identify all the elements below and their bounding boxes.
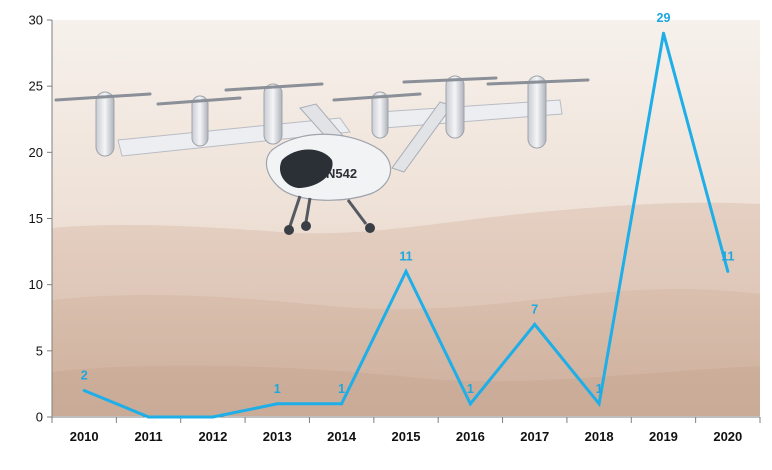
- data-label: 29: [657, 11, 671, 25]
- y-tick-label: 15: [29, 211, 43, 226]
- y-tick-label: 30: [29, 13, 43, 28]
- series-layer: [82, 31, 730, 419]
- data-point: [726, 269, 730, 273]
- data-point: [340, 402, 344, 406]
- y-tick-label: 25: [29, 79, 43, 94]
- y-tick-label: 20: [29, 145, 43, 160]
- foreground-ridge: [52, 365, 760, 416]
- x-tick-label: 2013: [263, 429, 292, 444]
- data-label: 11: [399, 249, 412, 263]
- x-tick-label: 2017: [520, 429, 549, 444]
- x-tick-label: 2016: [456, 429, 485, 444]
- y-tick-label: 0: [36, 410, 43, 425]
- x-tick-label: 2014: [327, 429, 357, 444]
- x-tick-label: 2015: [392, 429, 421, 444]
- data-point: [533, 322, 537, 326]
- evtol-aircraft-illustration: N542: [54, 75, 590, 235]
- data-point: [597, 402, 601, 406]
- data-point: [661, 31, 665, 35]
- data-label: 7: [531, 302, 538, 316]
- data-point: [147, 415, 151, 419]
- x-tick-label: 2020: [713, 429, 742, 444]
- data-label: 2: [81, 369, 88, 383]
- data-point: [211, 415, 215, 419]
- data-point: [275, 402, 279, 406]
- data-label: 1: [338, 382, 345, 396]
- rotor-pods: [95, 75, 547, 157]
- x-tick-label: 2010: [70, 429, 99, 444]
- data-label: 1: [274, 382, 281, 396]
- y-axis-ticks: 0 5 10 15 20 25 30: [29, 13, 52, 425]
- x-tick-label: 2012: [198, 429, 227, 444]
- svg-text:N542: N542: [326, 166, 357, 181]
- y-tick-label: 5: [36, 343, 43, 358]
- data-point: [82, 389, 86, 393]
- data-label: 1: [596, 382, 603, 396]
- x-axis-ticks: 2010 2011 2012 2013 2014 2015 2016 2017 2018 2019…: [51, 417, 761, 444]
- data-label: 11: [721, 249, 734, 263]
- y-tick-label: 10: [29, 277, 43, 292]
- x-tick-label: 2018: [585, 429, 614, 444]
- x-tick-label: 2019: [649, 429, 678, 444]
- data-point: [468, 402, 472, 406]
- data-point: [404, 269, 408, 273]
- data-label: 1: [467, 382, 474, 396]
- rotor-blades: [54, 76, 590, 106]
- background-photo: N542: [52, 20, 760, 416]
- x-tick-label: 2011: [134, 429, 162, 444]
